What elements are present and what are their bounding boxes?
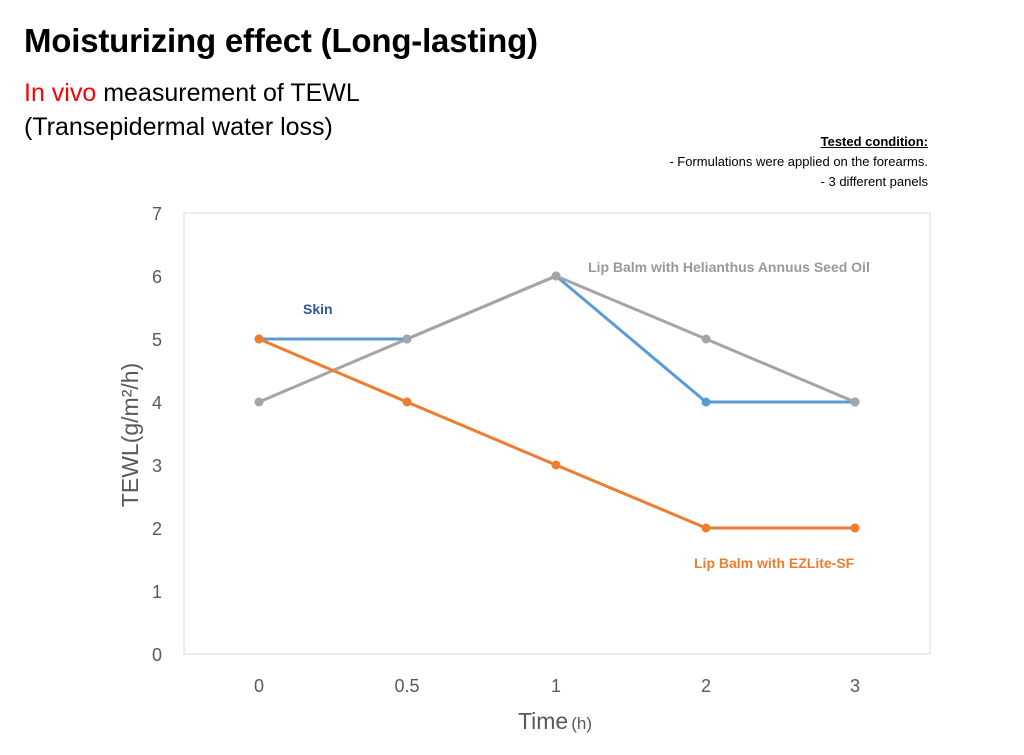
data-point (701, 397, 711, 407)
data-point (701, 523, 711, 533)
subtitle-emphasis: In vivo (24, 79, 97, 107)
x-tick-label: 0 (254, 676, 264, 696)
y-axis-label: TEWL(g/m²/h) (117, 363, 143, 507)
y-tick-label: 7 (152, 204, 162, 224)
page-subtitle: In vivo measurement of TEWL (Transepider… (24, 76, 360, 144)
y-tick-label: 0 (152, 645, 162, 665)
y-tick-label: 4 (152, 393, 162, 413)
data-point (254, 397, 264, 407)
condition-item-1: - Formulations were applied on the forea… (669, 154, 928, 169)
x-tick-label: 0.5 (394, 676, 419, 696)
data-point (402, 334, 412, 344)
y-tick-label: 2 (152, 519, 162, 539)
data-point (850, 523, 860, 533)
y-tick-label: 5 (152, 330, 162, 350)
conditions-heading: Tested condition: (820, 134, 928, 149)
x-tick-label: 1 (551, 676, 561, 696)
series-label-ezlite: Lip Balm with EZLite-SF (694, 555, 855, 571)
y-tick-label: 6 (152, 267, 162, 287)
data-point (254, 334, 264, 344)
data-point (701, 334, 711, 344)
series-line (259, 274, 855, 404)
data-point (402, 397, 412, 407)
x-axis-label-unit: (h) (571, 714, 592, 733)
series-label-helianthus: Lip Balm with Helianthus Annuus Seed Oil (588, 259, 870, 275)
tested-conditions: Tested condition: - Formulations were ap… (669, 132, 928, 192)
x-tick-label: 2 (701, 676, 711, 696)
y-tick-label: 1 (152, 582, 162, 602)
series-line (258, 337, 855, 530)
y-tick-label: 3 (152, 456, 162, 476)
subtitle-text: measurement of TEWL (96, 79, 360, 107)
data-point (850, 397, 860, 407)
plot-area-frame (183, 212, 931, 655)
x-axis-label-main: Time (518, 708, 568, 734)
x-axis-label: Time (h) (518, 708, 592, 734)
data-point (551, 460, 561, 470)
condition-item-2: - 3 different panels (820, 174, 928, 189)
series-label-skin: Skin (303, 301, 333, 317)
page-title: Moisturizing effect (Long-lasting) (24, 22, 538, 59)
x-tick-label: 3 (850, 676, 860, 696)
data-point (551, 271, 561, 281)
subtitle-line2: (Transepidermal water loss) (24, 113, 333, 141)
